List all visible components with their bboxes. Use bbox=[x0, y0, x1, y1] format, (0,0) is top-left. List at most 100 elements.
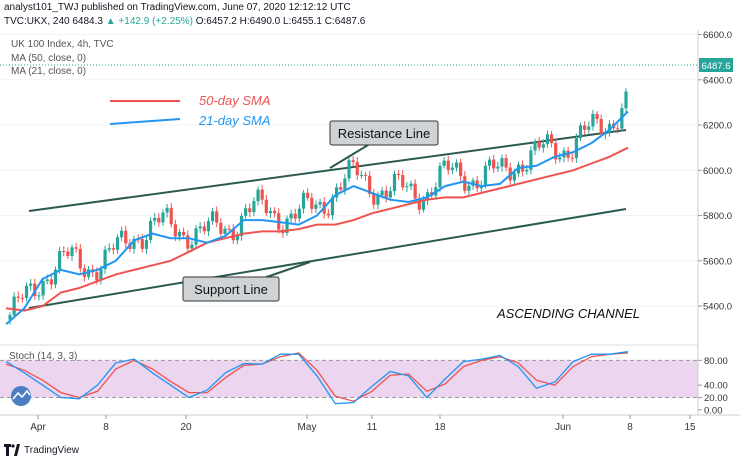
candle-body bbox=[409, 183, 413, 187]
candle-body bbox=[363, 174, 368, 176]
candle-body bbox=[533, 141, 537, 151]
candle-body bbox=[558, 157, 562, 160]
candle-body bbox=[111, 248, 115, 250]
candle-body bbox=[500, 158, 504, 167]
candle-body bbox=[545, 134, 550, 145]
candle-body bbox=[463, 176, 467, 191]
ascending-channel-label: ASCENDING CHANNEL bbox=[496, 306, 640, 321]
ma21-legend[interactable]: MA (21, close, 0) bbox=[11, 66, 87, 77]
candle-body bbox=[318, 201, 322, 205]
candle-body bbox=[541, 144, 545, 148]
candle-body bbox=[401, 174, 405, 188]
candle-body bbox=[496, 166, 500, 169]
candle-body bbox=[297, 208, 301, 219]
candle-body bbox=[190, 244, 194, 249]
change-value: ▲ +142.9 (+2.25%) bbox=[105, 16, 193, 27]
channel-lines bbox=[28, 129, 627, 309]
candle-body bbox=[169, 207, 173, 225]
price-tick-label: 6000.0 bbox=[703, 166, 732, 177]
candle-body bbox=[144, 239, 149, 249]
candle-body bbox=[421, 200, 426, 210]
candle-body bbox=[413, 183, 417, 199]
time-axis[interactable]: Apr 8 20 May 11 18 Jun 8 15 bbox=[30, 415, 696, 433]
candle-body bbox=[103, 249, 107, 270]
candle-body bbox=[459, 162, 463, 177]
symbol: TVC:UKX, 240 bbox=[4, 16, 70, 27]
candle-body bbox=[326, 213, 330, 216]
candle-body bbox=[405, 186, 409, 188]
candle-body bbox=[591, 113, 595, 127]
candle-body bbox=[8, 315, 12, 320]
candle-body bbox=[314, 204, 318, 209]
candle-body bbox=[66, 251, 70, 256]
sma50-annotation: 50-day SMA bbox=[199, 93, 271, 108]
stoch-title: Stoch (14, 3, 3) bbox=[9, 351, 77, 362]
candle-body bbox=[186, 235, 190, 249]
candle-body bbox=[206, 221, 211, 232]
candle-body bbox=[37, 295, 41, 297]
candle-body bbox=[252, 201, 256, 213]
stoch-d-line bbox=[5, 352, 629, 402]
candle-body bbox=[223, 228, 227, 234]
candle-body bbox=[20, 297, 25, 299]
stoch-tick-label: 80.00 bbox=[704, 356, 728, 367]
candle-body bbox=[417, 198, 421, 210]
candle-body bbox=[153, 217, 157, 221]
time-tick-label: 8 bbox=[103, 422, 109, 433]
candle-body bbox=[41, 281, 45, 296]
publisher-line: analyst101_TWJ published on TradingView.… bbox=[4, 2, 351, 13]
candle-body bbox=[210, 211, 215, 222]
stoch-k-line bbox=[5, 351, 629, 405]
time-tick-label: 18 bbox=[434, 422, 446, 433]
candle-body bbox=[289, 213, 293, 219]
stoch-tick-label: 0.00 bbox=[704, 405, 723, 416]
candle-body bbox=[359, 174, 364, 176]
candle-body bbox=[554, 143, 558, 160]
candle-body bbox=[260, 189, 264, 200]
candle-body bbox=[29, 283, 33, 286]
candle-body bbox=[372, 193, 376, 205]
time-tick-label: Apr bbox=[30, 422, 46, 433]
candle-body bbox=[256, 189, 260, 202]
candle-body bbox=[450, 167, 454, 171]
price-tick-label: 5400.0 bbox=[703, 302, 732, 313]
sma21-annotation: 21-day SMA bbox=[198, 113, 271, 128]
tradingview-brand[interactable]: TradingView bbox=[4, 444, 79, 456]
candle-body bbox=[182, 231, 186, 236]
candle-body bbox=[70, 247, 74, 256]
candle-body bbox=[78, 248, 82, 269]
candle-body bbox=[264, 199, 268, 214]
candle-body bbox=[549, 134, 554, 144]
candle-body bbox=[330, 197, 335, 216]
support-label: Support Line bbox=[194, 282, 268, 297]
candle-body bbox=[467, 185, 471, 191]
chart-legend-title: UK 100 Index, 4h, TVC bbox=[11, 39, 114, 50]
candle-body bbox=[487, 159, 492, 166]
candle-body bbox=[355, 161, 359, 176]
symbol-line: TVC:UKX, 240 6484.3 ▲ +142.9 (+2.25%) O:… bbox=[4, 16, 365, 27]
ohlc-values: O:6457.2 H:6490.0 L:6455.1 C:6487.6 bbox=[195, 16, 366, 27]
candle-body bbox=[124, 230, 128, 244]
candle-body bbox=[607, 123, 612, 133]
candle-body bbox=[446, 160, 450, 171]
candle-body bbox=[599, 119, 603, 135]
ma50-legend[interactable]: MA (50, close, 0) bbox=[11, 53, 87, 64]
price-axis[interactable]: 5400.0 5600.0 5800.0 6000.0 6200.0 6400.0 6600… bbox=[698, 30, 732, 313]
candle-body bbox=[442, 160, 446, 166]
candle-body bbox=[148, 220, 153, 240]
candle-body bbox=[624, 91, 628, 109]
candle-body bbox=[248, 208, 252, 213]
candle-body bbox=[16, 296, 20, 298]
candle-body bbox=[272, 210, 277, 214]
ma21-line bbox=[5, 110, 629, 325]
stoch-collapse-icon[interactable] bbox=[11, 386, 31, 406]
candle-body bbox=[194, 228, 198, 245]
resistance-label-box bbox=[329, 120, 439, 146]
support-line bbox=[28, 208, 627, 309]
candle-body bbox=[380, 190, 384, 196]
candle-body bbox=[397, 173, 401, 175]
candle-body bbox=[177, 231, 182, 237]
stoch-tick-label: 20.00 bbox=[704, 393, 728, 404]
candle-body bbox=[49, 279, 53, 285]
